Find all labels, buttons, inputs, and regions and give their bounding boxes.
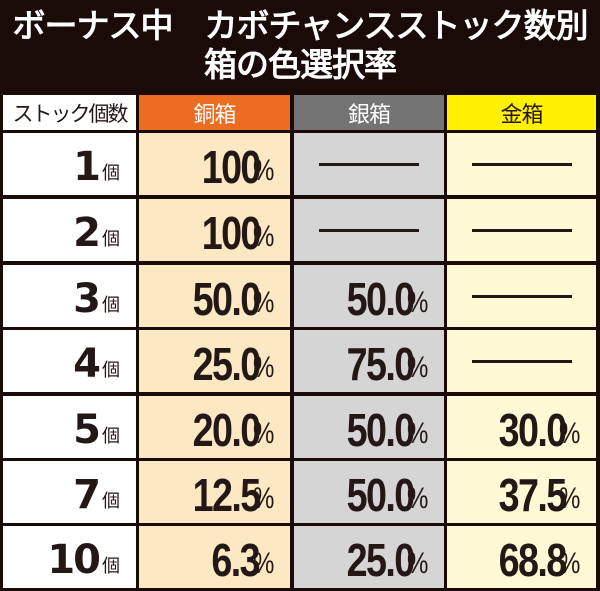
percent-sign: %	[559, 417, 581, 450]
stock-count-unit: 個	[102, 491, 120, 512]
copper-rate-cell: 100%	[139, 133, 290, 195]
header-gold-box: 金箱	[447, 95, 596, 130]
silver-rate-cell-empty	[294, 133, 444, 195]
stock-count-value: 4	[73, 341, 101, 387]
copper-rate-cell: 25.0%	[139, 330, 290, 392]
dash-not-applicable	[471, 359, 572, 363]
percent-sign: %	[407, 417, 429, 450]
stock-count-value: 3	[73, 276, 101, 322]
gold-rate-value: 37.5	[498, 469, 566, 521]
gold-rate-cell: 30.0%	[447, 396, 596, 458]
percent-sign: %	[559, 482, 581, 515]
stock-count-unit: 個	[102, 163, 120, 184]
silver-rate-cell: 50.0%	[294, 461, 444, 523]
percent-sign: %	[559, 547, 581, 580]
page-title-line1: ボーナス中 カボチャンスストック数別	[12, 6, 588, 45]
percent-sign: %	[253, 417, 275, 450]
silver-rate-cell-empty	[294, 199, 444, 261]
percent-sign: %	[253, 547, 275, 580]
stock-count-value: 2	[73, 210, 101, 256]
header-copper-box: 銅箱	[139, 95, 290, 130]
dash-not-applicable	[319, 228, 419, 232]
stock-count-cell: 10 個	[3, 526, 136, 588]
percent-sign: %	[407, 482, 429, 515]
percent-sign: %	[407, 547, 429, 580]
gold-rate-cell: 37.5%	[447, 461, 596, 523]
copper-rate-cell: 50.0%	[139, 265, 290, 327]
stock-count-unit: 個	[102, 426, 120, 447]
silver-rate-value: 75.0	[346, 338, 414, 390]
gold-rate-value: 30.0	[498, 404, 566, 456]
dash-not-applicable	[319, 162, 419, 166]
copper-rate-value: 100	[201, 141, 261, 193]
silver-rate-value: 50.0	[346, 404, 414, 456]
percent-sign: %	[253, 220, 275, 253]
stock-count-unit: 個	[102, 360, 120, 381]
copper-rate-cell: 100%	[139, 199, 290, 261]
stock-count-unit: 個	[102, 229, 120, 250]
stock-count-value: 1	[73, 144, 101, 190]
silver-rate-cell: 50.0%	[294, 396, 444, 458]
percent-sign: %	[253, 482, 275, 515]
percent-sign: %	[253, 154, 275, 187]
copper-rate-cell: 6.3%	[139, 526, 290, 588]
copper-rate-value: 6.3	[211, 534, 261, 586]
dash-not-applicable	[471, 228, 572, 232]
percent-sign: %	[253, 286, 275, 319]
copper-rate-value: 20.0	[192, 404, 260, 456]
stock-count-value: 7	[73, 472, 101, 518]
stock-count-unit: 個	[102, 295, 120, 316]
silver-rate-value: 50.0	[346, 469, 414, 521]
copper-rate-cell: 12.5%	[139, 461, 290, 523]
copper-rate-value: 25.0	[192, 338, 260, 390]
page-title-line2: 箱の色選択率	[204, 45, 397, 84]
silver-rate-cell: 75.0%	[294, 330, 444, 392]
gold-rate-cell-empty	[447, 265, 596, 327]
gold-rate-cell: 68.8%	[447, 526, 596, 588]
header-stock-count: ストック個数	[3, 95, 136, 130]
copper-rate-value: 12.5	[192, 469, 260, 521]
stock-count-unit: 個	[102, 556, 120, 577]
silver-rate-value: 50.0	[346, 273, 414, 325]
silver-rate-cell: 25.0%	[294, 526, 444, 588]
gold-rate-cell-empty	[447, 199, 596, 261]
percent-sign: %	[407, 351, 429, 384]
silver-rate-value: 25.0	[346, 534, 414, 586]
copper-rate-cell: 20.0%	[139, 396, 290, 458]
copper-rate-value: 50.0	[192, 273, 260, 325]
gold-rate-value: 68.8	[498, 534, 566, 586]
header-silver-box: 銀箱	[294, 95, 444, 130]
stock-count-value: 10	[47, 537, 101, 583]
percent-sign: %	[253, 351, 275, 384]
silver-rate-cell: 50.0%	[294, 265, 444, 327]
percent-sign: %	[407, 286, 429, 319]
dash-not-applicable	[471, 294, 572, 298]
copper-rate-value: 100	[201, 207, 261, 259]
dash-not-applicable	[471, 162, 572, 166]
gold-rate-cell-empty	[447, 133, 596, 195]
stock-count-value: 5	[73, 407, 101, 453]
gold-rate-cell-empty	[447, 330, 596, 392]
